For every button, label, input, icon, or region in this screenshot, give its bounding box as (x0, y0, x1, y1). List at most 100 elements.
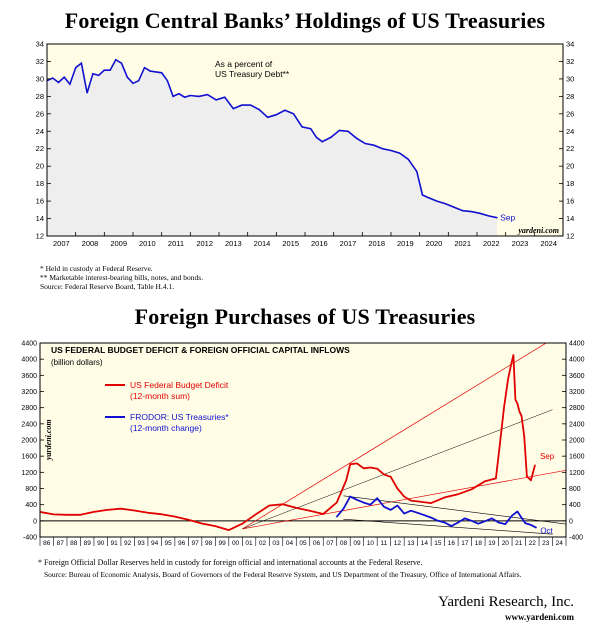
frodor-point (464, 517, 466, 520)
holdings-point (143, 67, 146, 69)
top-ytick-label-right: 34 (566, 40, 574, 49)
bottom-xtick-label: 08 (340, 540, 348, 547)
top-xtick-label: 2010 (139, 239, 156, 248)
top-ytick-label-right: 24 (566, 127, 574, 136)
holdings-point (479, 212, 481, 214)
holdings-point (436, 200, 438, 202)
frodor-end-label: Oct (540, 527, 553, 536)
holdings-point (75, 67, 77, 69)
holdings-point (198, 95, 200, 97)
holdings-point (407, 158, 409, 160)
deficit-point (390, 476, 392, 478)
bottom-ytick-label-left: 0 (33, 518, 37, 525)
bottom-xtick-label: 03 (272, 540, 280, 547)
frodor-point (504, 523, 506, 525)
deficit-point (516, 403, 519, 405)
holdings-point (178, 93, 180, 95)
firm-name: Yardeni Research, Inc. (438, 594, 574, 610)
bottom-xtick-label: 16 (448, 540, 456, 547)
deficit-point (363, 467, 365, 469)
top-end-label: Sep (500, 213, 515, 223)
bottom-ytick-label-left: 3200 (21, 389, 37, 396)
top-xtick-label: 2014 (254, 239, 271, 248)
bottom-xtick-label: 17 (461, 540, 469, 547)
frodor-point (403, 513, 405, 515)
bottom-xtick-label: 09 (353, 540, 361, 547)
bottom-series-group (40, 343, 566, 535)
frodor-point (369, 504, 371, 506)
bottom-xtick-label: 24 (556, 540, 564, 547)
bottom-ytick-label-right: 4400 (569, 341, 585, 348)
bottom-xtick-label: 19 (488, 540, 496, 547)
top-ytick-label-right: 30 (566, 74, 574, 83)
legend-sublabel: (12-month sum) (130, 391, 190, 401)
frodor-point (437, 520, 439, 522)
firm-url: www.yardeni.com (505, 612, 574, 622)
frodor-point (530, 524, 532, 526)
deficit-point (214, 525, 216, 527)
deficit-point (444, 496, 446, 498)
top-ytick-label-right: 22 (566, 144, 574, 153)
holdings-point (184, 96, 186, 98)
bottom-xtick-label: 15 (434, 540, 442, 547)
holdings-point (284, 109, 286, 111)
bottom-xtick-label: 22 (529, 540, 537, 547)
footnote-source: Source: Federal Reserve Board, Table H.4… (40, 282, 175, 291)
bottom-ytick-label-right: 1200 (569, 470, 585, 477)
holdings-point (338, 129, 340, 131)
frodor-point (417, 512, 419, 514)
frodor-point (535, 527, 537, 529)
deficit-point (495, 477, 497, 479)
deficit-point (507, 378, 509, 380)
top-xtick-label: 2016 (311, 239, 328, 248)
legend-label: FRODOR: US Treasuries* (130, 412, 229, 422)
frodor-point (450, 525, 452, 527)
holdings-point (347, 130, 349, 132)
bottom-xtick-label: 05 (299, 540, 307, 547)
bottom-xtick-label: 04 (286, 540, 294, 547)
holdings-point (57, 81, 60, 83)
deficit-point (376, 468, 378, 470)
frodor-point (363, 502, 365, 504)
bottom-ytick-label-right: 0 (569, 518, 573, 525)
top-xtick-label: 2022 (483, 239, 500, 248)
bottom-plot-background (40, 343, 566, 537)
frodor-point (477, 523, 479, 525)
holdings-point (86, 92, 88, 94)
top-ytick-label-right: 16 (566, 197, 574, 206)
top-ytick-label-right: 26 (566, 109, 574, 118)
holdings-point (390, 149, 392, 152)
deficit-point (410, 500, 412, 502)
holdings-point (155, 71, 157, 73)
frodor-point (430, 517, 432, 519)
top-annotation-line2: US Treasury Debt** (215, 69, 290, 79)
top-xtick-label: 2018 (368, 239, 385, 248)
holdings-point (206, 94, 209, 96)
frodor-point (410, 510, 412, 512)
holdings-point (356, 137, 358, 139)
deficit-point (322, 513, 324, 515)
bottom-inner-title: US FEDERAL BUDGET DEFICIT & FOREIGN OFFI… (51, 345, 350, 355)
holdings-point (364, 142, 366, 145)
bottom-xtick-label: 00 (232, 540, 240, 547)
deficit-point (471, 488, 473, 490)
frodor-line (336, 495, 537, 529)
deficit-point (79, 514, 82, 516)
deficit-line (40, 354, 536, 531)
deficit-point (187, 519, 189, 521)
footnote-marketable: ** Marketable interest-bearing bills, no… (40, 273, 204, 282)
deficit-point (160, 513, 162, 515)
bottom-xtick-label: 92 (124, 540, 132, 547)
holdings-point (470, 211, 472, 213)
holdings-point (487, 215, 490, 217)
deficit-point (518, 411, 521, 413)
top-xtick-label: 2007 (53, 239, 70, 248)
deficit-point (512, 354, 515, 356)
top-ytick-label-left: 18 (36, 179, 44, 188)
frodor-point (491, 517, 493, 520)
bottom-ytick-label-right: 2800 (569, 405, 585, 412)
bottom-xtick-label: 91 (111, 540, 119, 547)
top-ytick-label-left: 32 (36, 57, 44, 66)
bottom-xtick-label: 90 (97, 540, 105, 547)
